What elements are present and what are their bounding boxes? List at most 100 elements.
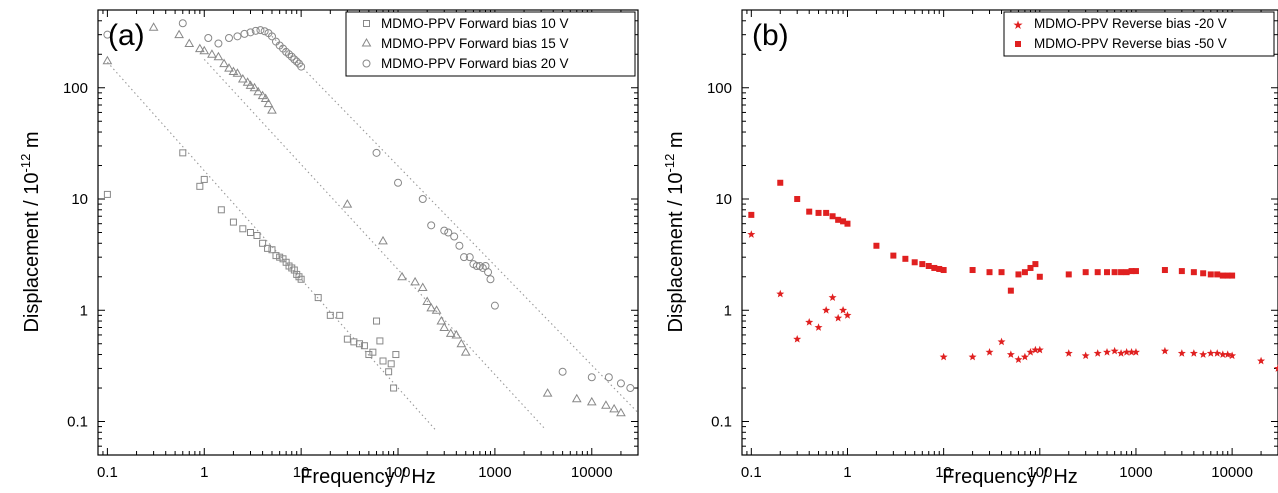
data-point	[986, 269, 993, 276]
data-point	[263, 98, 274, 108]
data-point	[1190, 269, 1197, 276]
data-point	[626, 384, 635, 393]
legend-label: MDMO-PPV Reverse bias -50 V	[1034, 36, 1227, 51]
data-point	[828, 293, 837, 301]
data-point	[776, 289, 785, 298]
data-point	[1020, 352, 1029, 361]
data-point	[919, 261, 926, 268]
data-point	[823, 209, 830, 216]
data-point	[844, 220, 851, 227]
data-point	[1199, 350, 1208, 358]
data-point	[290, 55, 299, 64]
data-point	[1257, 356, 1266, 365]
data-point	[379, 357, 387, 365]
data-point	[777, 179, 784, 186]
data-point	[259, 239, 267, 247]
x-ticks-a: 0.1 1 10 100 1000 10000	[97, 10, 639, 481]
data-point	[229, 218, 237, 226]
data-point	[293, 270, 301, 278]
data-point	[385, 368, 393, 376]
y-axis-label-unit-b: m	[665, 131, 687, 153]
data-point	[998, 269, 1005, 276]
y-axis-label-main-a: Displacement / 10	[21, 172, 43, 332]
data-point	[571, 393, 582, 403]
data-point	[103, 190, 111, 198]
data-point	[390, 384, 398, 392]
data-point	[418, 195, 427, 204]
data-point	[251, 26, 260, 35]
data-point	[257, 90, 268, 100]
data-point	[902, 255, 909, 262]
data-point	[1021, 269, 1028, 276]
data-point	[609, 403, 619, 413]
data-point	[1006, 350, 1015, 358]
y-axis-label-main-b: Displacement / 10	[665, 172, 687, 332]
data-point	[616, 407, 626, 417]
data-point	[373, 317, 381, 325]
data-point	[1178, 268, 1185, 275]
data-point	[253, 231, 261, 239]
data-point	[245, 80, 256, 89]
data-point	[387, 360, 395, 368]
data-point	[233, 32, 242, 41]
data-point	[1036, 273, 1043, 280]
data-point	[542, 388, 553, 397]
data-point	[249, 82, 260, 92]
data-point	[805, 318, 814, 326]
data-point	[1189, 349, 1198, 357]
legend-box-a	[345, 11, 636, 77]
data-point	[1218, 350, 1227, 358]
data-point	[297, 275, 305, 283]
legend-triangle-marker-icon	[361, 37, 372, 47]
data-point	[267, 32, 276, 41]
data-point	[558, 367, 567, 376]
data-point	[1128, 268, 1135, 275]
x-tick-label: 10000	[571, 464, 613, 481]
data-point	[1127, 347, 1136, 356]
y-axis-label-unit-a: m	[21, 131, 43, 153]
y-ticks-b: 0.1 1 10 100	[707, 9, 1278, 456]
data-point	[925, 262, 932, 269]
data-point	[1093, 349, 1102, 357]
data-point	[1110, 346, 1119, 355]
data-point	[806, 208, 813, 215]
data-point	[445, 328, 456, 337]
chart-panel-b: 0.1 1 10 100 1000 10000 0.1 1 10 100 (b) Frequen…	[662, 9, 1278, 488]
data-point	[601, 400, 611, 409]
data-point	[911, 259, 918, 266]
data-point	[228, 66, 239, 76]
legend-star-marker-icon: ★	[1013, 18, 1024, 32]
y-tick-label: 100	[63, 80, 88, 97]
legend-entry-b-20v: ★ MDMO-PPV Reverse bias -20 V	[1013, 16, 1227, 32]
data-point	[237, 73, 248, 83]
legend-entry-b-50v: MDMO-PPV Reverse bias -50 V	[1015, 36, 1227, 51]
fit-line	[106, 61, 437, 432]
x-axis-label-b: Frequency / Hz	[942, 466, 1078, 488]
y-tick-label: 0.1	[711, 414, 732, 431]
y-ticks-a: 0.1 1 10 100	[63, 9, 638, 456]
data-point	[256, 26, 265, 35]
data-point	[1207, 271, 1214, 278]
data-point	[587, 373, 596, 382]
data-point	[1214, 271, 1221, 278]
x-tick-label: 100	[1027, 464, 1052, 481]
data-point	[342, 199, 353, 208]
data-point	[616, 379, 625, 388]
data-point	[440, 226, 449, 235]
data-point	[1229, 272, 1236, 279]
data-point	[456, 338, 467, 348]
data-point	[224, 34, 233, 43]
x-tick-label: 10	[935, 464, 952, 481]
legend-entry-a-20v: MDMO-PPV Forward bias 20 V	[362, 56, 569, 71]
data-point	[1274, 364, 1278, 372]
data-point	[748, 211, 755, 218]
data-point	[814, 323, 823, 331]
data-point	[1219, 272, 1226, 279]
data-point	[207, 49, 217, 58]
data-point	[985, 347, 994, 356]
data-point	[1007, 287, 1014, 294]
x-tick-label: 0.1	[741, 464, 762, 481]
data-point	[835, 216, 842, 223]
x-axis-label-a: Frequency / Hz	[300, 466, 436, 488]
data-point	[426, 302, 437, 312]
